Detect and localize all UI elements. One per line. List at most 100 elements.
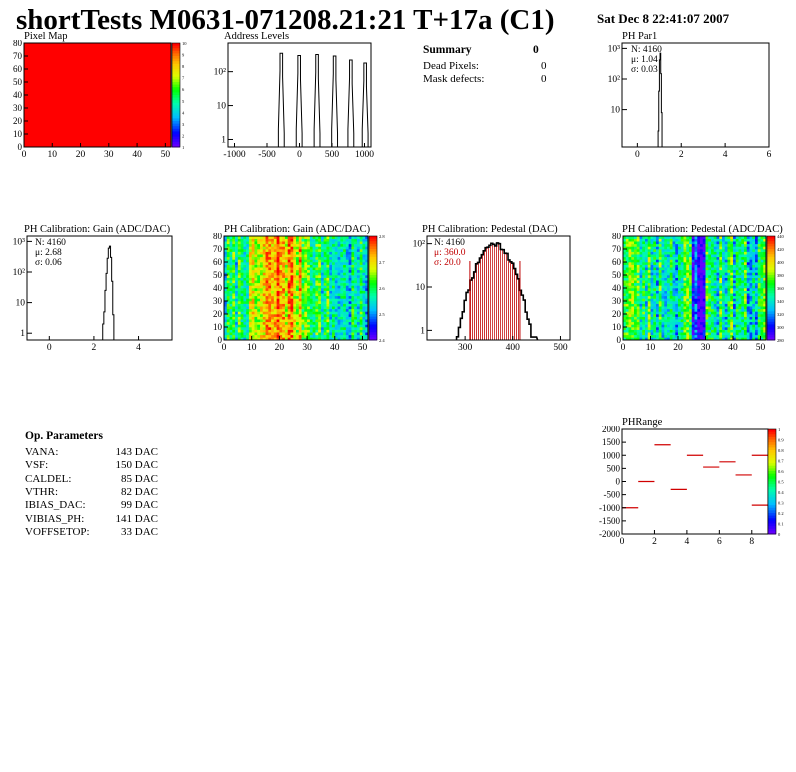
heatmap-cell (359, 301, 363, 304)
heatmap-cell (738, 246, 742, 250)
heatmap-cell (320, 308, 324, 312)
heatmap-cell (260, 306, 264, 310)
heatmap-cell (733, 337, 737, 341)
heatmap-cell (741, 337, 745, 341)
heatmap-cell (307, 267, 311, 271)
heatmap-cell (623, 285, 627, 289)
heatmap-cell (343, 262, 347, 265)
heatmap-cell (647, 264, 651, 268)
heatmap-cell (711, 254, 715, 258)
heatmap-cell (741, 282, 745, 286)
heatmap-cell (268, 324, 272, 328)
heatmap-cell (694, 295, 698, 299)
heatmap-cell (683, 301, 687, 304)
heatmap-cell (647, 324, 651, 328)
heatmap-cell (232, 264, 236, 268)
heatmap-cell (636, 332, 640, 336)
heatmap-cell (282, 298, 286, 302)
heatmap-cell (334, 249, 338, 252)
heatmap-cell (702, 311, 706, 315)
heatmap-cell (345, 288, 349, 291)
heatmap-cell (749, 241, 753, 245)
heatmap-cell (287, 254, 291, 258)
heatmap-cell (340, 332, 344, 336)
heatmap-cell (705, 293, 709, 297)
heatmap-cell (746, 285, 750, 289)
heatmap-cell (271, 324, 275, 328)
heatmap-cell (282, 243, 286, 247)
heatmap-cell (268, 272, 272, 276)
heatmap-cell (340, 280, 344, 284)
heatmap-cell (669, 267, 673, 271)
heatmap-cell (268, 288, 272, 291)
heatmap-cell (312, 285, 316, 289)
heatmap-cell (365, 308, 369, 312)
heatmap-cell (271, 249, 275, 252)
heatmap-cell (365, 337, 369, 341)
heatmap-cell (284, 259, 288, 263)
heatmap-cell (727, 256, 731, 260)
heatmap-cell (653, 246, 657, 250)
heatmap-cell (359, 319, 363, 323)
heatmap-cell (260, 288, 264, 291)
heatmap-cell (744, 298, 748, 302)
x-tick-label: 10 (646, 343, 656, 353)
heatmap-cell (273, 262, 277, 265)
x-tick-label: 4 (685, 537, 690, 546)
heatmap-cell (260, 269, 264, 273)
heatmap-cell (631, 334, 635, 338)
palette-cell (369, 311, 377, 315)
heatmap-cell (273, 311, 277, 315)
heatmap-cell (744, 324, 748, 328)
histogram-line (657, 52, 663, 147)
heatmap-cell (705, 324, 709, 328)
heatmap-cell (708, 324, 712, 328)
heatmap-cell (290, 272, 294, 276)
palette-cell (767, 288, 775, 292)
heatmap-cell (744, 238, 748, 242)
heatmap-cell (318, 285, 322, 289)
y-tick-label: 20 (13, 116, 23, 126)
heatmap-cell (680, 259, 684, 263)
heatmap-cell (307, 282, 311, 286)
heatmap-cell (738, 285, 742, 289)
heatmap-cell (722, 306, 726, 310)
heatmap-cell (257, 324, 261, 328)
heatmap-cell (237, 327, 241, 330)
heatmap-cell (224, 303, 228, 307)
heatmap-cell (309, 280, 313, 284)
heatmap-cell (694, 303, 698, 307)
y-tick-label: 80 (213, 233, 223, 241)
heatmap-cell (744, 275, 748, 278)
heatmap-cell (320, 306, 324, 310)
heatmap-cell (268, 311, 272, 315)
heatmap-cell (623, 337, 627, 341)
heatmap-cell (636, 314, 640, 317)
heatmap-cell (755, 329, 759, 333)
heatmap-cell (329, 321, 333, 325)
heatmap-cell (343, 259, 347, 263)
heatmap-cell (332, 314, 336, 317)
heatmap-cell (232, 282, 236, 286)
heatmap-cell (320, 290, 324, 294)
heatmap-cell (262, 272, 266, 276)
heatmap-cell (304, 295, 308, 299)
heatmap-cell (351, 298, 355, 302)
heatmap-cell (656, 285, 660, 289)
heatmap-cell (298, 282, 302, 286)
heatmap-cell (686, 251, 690, 255)
heatmap-cell (639, 324, 643, 328)
y-tick-label: 60 (13, 64, 23, 74)
heatmap-cell (672, 293, 676, 297)
heatmap-cell (645, 243, 649, 247)
heatmap-cell (348, 256, 352, 260)
heatmap-cell (345, 293, 349, 297)
heatmap-cell (689, 290, 693, 294)
heatmap-cell (365, 249, 369, 252)
heatmap-cell (293, 327, 297, 330)
heatmap-cell (243, 311, 247, 315)
heatmap-cell (634, 285, 638, 289)
heatmap-cell (307, 295, 311, 299)
heatmap-cell (226, 311, 230, 315)
heatmap-cell (724, 303, 728, 307)
